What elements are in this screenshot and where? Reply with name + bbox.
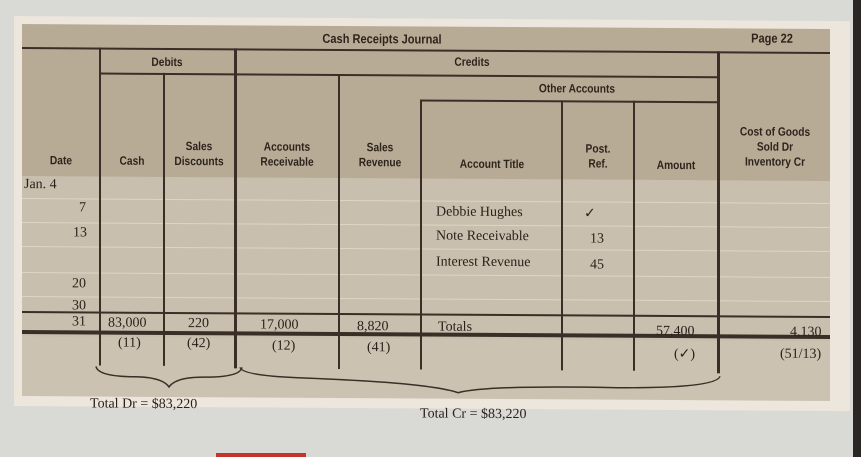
totals-label: Totals bbox=[438, 319, 473, 335]
credit-brace-icon bbox=[239, 366, 721, 394]
row-account-title: Debbie Hughes bbox=[436, 204, 523, 221]
page-number: Page 22 bbox=[751, 30, 793, 46]
total-credits-summary: Total Cr = $83,220 bbox=[420, 406, 527, 423]
row-date: 30 bbox=[72, 298, 86, 314]
total-accounts-receivable: 17,000 bbox=[260, 317, 299, 333]
post-ref-accounts-receivable: (12) bbox=[272, 338, 296, 354]
journal-title: Cash Receipts Journal bbox=[322, 30, 442, 47]
row-date: 20 bbox=[72, 276, 86, 292]
total-cash: 83,000 bbox=[108, 315, 147, 331]
row-post-ref: 45 bbox=[590, 257, 604, 273]
row-account-title: Interest Revenue bbox=[436, 254, 531, 271]
total-debits-summary: Total Dr = $83,220 bbox=[90, 396, 198, 413]
other-accounts-header: Other Accounts bbox=[538, 81, 616, 96]
sales-discounts-column-header: Sales Discounts bbox=[174, 139, 224, 169]
background-edge bbox=[853, 0, 861, 457]
accounts-receivable-column-header: Accounts Receivable bbox=[260, 139, 314, 169]
debit-brace-icon bbox=[95, 366, 243, 389]
post-ref-amount: (✓) bbox=[674, 347, 696, 363]
row-date: 13 bbox=[73, 225, 87, 241]
post-ref-sales-discounts: (42) bbox=[187, 336, 211, 352]
post-ref-column-header: Post. Ref. bbox=[585, 141, 611, 171]
total-sales-discounts: 220 bbox=[188, 316, 209, 332]
row-date: 7 bbox=[79, 200, 86, 216]
row-post-ref: ✓ bbox=[584, 206, 596, 222]
cash-column-header: Cash bbox=[119, 153, 145, 168]
account-title-column-header: Account Title bbox=[459, 156, 525, 172]
red-book-edge bbox=[216, 453, 306, 457]
debits-header: Debits bbox=[151, 54, 183, 70]
row-date: Jan. 4 bbox=[24, 177, 57, 193]
total-sales-revenue: 8,820 bbox=[357, 319, 389, 335]
amount-column-header: Amount bbox=[656, 157, 696, 173]
post-ref-sales-revenue: (41) bbox=[367, 340, 391, 356]
cash-receipts-journal: Cash Receipts Journal Page 22 Debits Cre… bbox=[22, 24, 830, 422]
total-cogs: 4,130 bbox=[790, 324, 822, 340]
sales-revenue-column-header: Sales Revenue bbox=[358, 140, 402, 170]
post-ref-cogs: (51/13) bbox=[780, 346, 822, 362]
cogs-column-header: Cost of Goods Sold Dr Inventory Cr bbox=[739, 124, 811, 169]
credits-header: Credits bbox=[454, 54, 490, 69]
row-post-ref: 13 bbox=[590, 231, 604, 247]
post-ref-cash: (11) bbox=[118, 335, 141, 351]
total-amount: 57,400 bbox=[656, 323, 695, 340]
totals-date: 31 bbox=[72, 314, 86, 330]
date-column-header: Date bbox=[49, 153, 73, 168]
textbook-page: Cash Receipts Journal Page 22 Debits Cre… bbox=[14, 16, 850, 422]
row-account-title: Note Receivable bbox=[436, 228, 529, 245]
